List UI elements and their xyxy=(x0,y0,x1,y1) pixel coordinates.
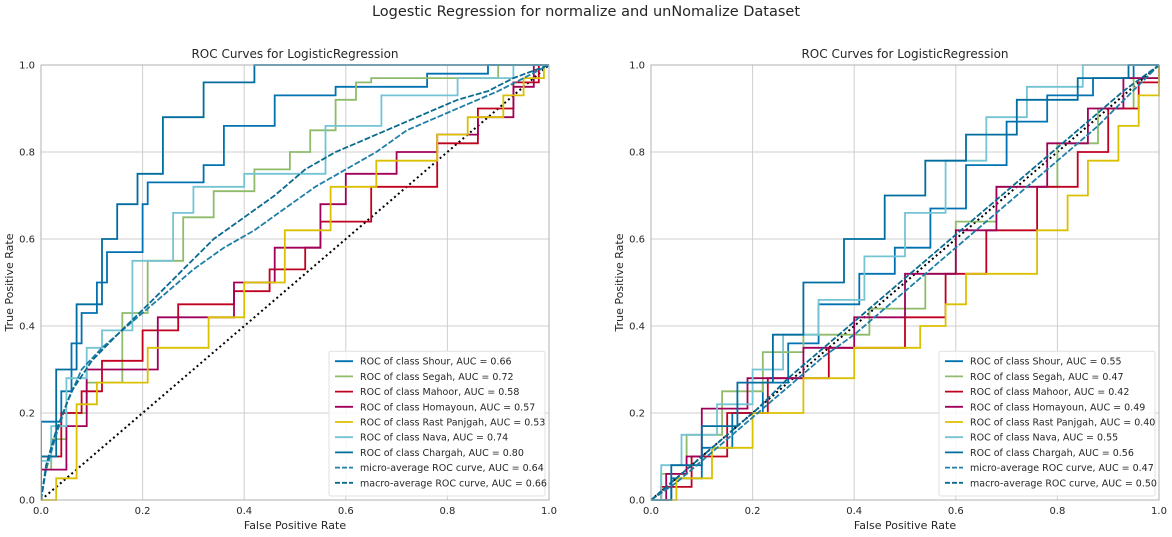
plot-frame xyxy=(40,64,550,501)
legend-entry-label: ROC of class Shour, AUC = 0.55 xyxy=(970,357,1122,368)
legend-box xyxy=(938,350,1156,497)
legend: ROC of class Shour, AUC = 0.55 ROC of cla… xyxy=(938,350,1157,497)
legend-entry-label: ROC of class Homayoun, AUC = 0.57 xyxy=(360,402,535,413)
x-tick-label: 0.2 xyxy=(135,506,151,517)
x-tick-label: 1.0 xyxy=(541,506,557,517)
y-tick-label: 0.6 xyxy=(19,235,35,246)
legend-entry-label: macro-average ROC curve, AUC = 0.50 xyxy=(970,478,1157,489)
y-tick-label: 0.2 xyxy=(629,409,645,420)
legend-entry-label: ROC of class Rast Panjgah, AUC = 0.40 xyxy=(970,418,1155,429)
chance-diagonal-line xyxy=(650,64,1160,501)
chance-diagonal-line xyxy=(40,64,550,501)
figure-title: Logestic Regression for normalize and un… xyxy=(371,4,801,20)
legend-entry-label: ROC of class Homayoun, AUC = 0.49 xyxy=(970,402,1145,413)
roc-series-line xyxy=(41,64,550,501)
x-tick-label: 1.0 xyxy=(1151,506,1167,517)
legend-entry-label: ROC of class Chargah, AUC = 0.56 xyxy=(970,448,1134,459)
legend-box xyxy=(328,350,546,497)
y-axis-label: True Positive Rate xyxy=(613,233,626,332)
panel-title: ROC Curves for LogisticRegression xyxy=(191,47,398,61)
roc-series-line xyxy=(651,64,1160,501)
y-tick-label: 0.6 xyxy=(629,235,645,246)
chart-panel-2: 0.0 0.2 0.4 0.6 0.8 1.0 0.0 0.2 0.4 0.6 0.8 1.0 ROC … xyxy=(613,47,1167,532)
y-tick-label: 1.0 xyxy=(629,61,645,72)
legend: ROC of class Shour, AUC = 0.66 ROC of cla… xyxy=(328,350,547,497)
panel-title: ROC Curves for LogisticRegression xyxy=(801,47,1008,61)
legend-entry-label: micro-average ROC curve, AUC = 0.47 xyxy=(970,463,1154,474)
x-axis-label: False Positive Rate xyxy=(244,519,346,532)
legend-entry-label: macro-average ROC curve, AUC = 0.66 xyxy=(360,478,547,489)
roc-series-line xyxy=(41,64,549,501)
legend-entry-label: ROC of class Mahoor, AUC = 0.42 xyxy=(970,387,1129,398)
roc-series-line xyxy=(41,64,549,500)
chart-panel-1: 0.0 0.2 0.4 0.6 0.8 1.0 0.0 0.2 0.4 0.6 0.8 1.0 ROC … xyxy=(3,47,557,532)
roc-series-line xyxy=(651,65,1160,501)
roc-series-line xyxy=(41,64,549,500)
y-axis-label: True Positive Rate xyxy=(3,233,16,332)
roc-series-line xyxy=(41,64,550,501)
legend-entry-label: ROC of class Shour, AUC = 0.66 xyxy=(360,357,512,368)
roc-series-line xyxy=(651,65,1160,501)
x-tick-label: 0.4 xyxy=(846,506,862,517)
x-tick-label: 0.6 xyxy=(948,506,964,517)
roc-series-line xyxy=(651,64,1160,501)
legend-entry-label: ROC of class Rast Panjgah, AUC = 0.53 xyxy=(360,418,545,429)
x-tick-label: 0.2 xyxy=(745,506,761,517)
y-tick-label: 0.2 xyxy=(19,409,35,420)
x-tick-label: 0.8 xyxy=(1049,506,1065,517)
y-tick-label: 0.0 xyxy=(19,496,35,507)
legend-entry-label: ROC of class Segah, AUC = 0.72 xyxy=(360,372,514,383)
roc-series-line xyxy=(41,64,549,500)
x-tick-label: 0.6 xyxy=(338,506,354,517)
legend-entry-label: ROC of class Nava, AUC = 0.74 xyxy=(360,433,508,444)
roc-series-line xyxy=(651,64,1159,501)
legend-entry-label: ROC of class Chargah, AUC = 0.80 xyxy=(360,448,524,459)
legend-entry-label: ROC of class Segah, AUC = 0.47 xyxy=(970,372,1124,383)
y-tick-label: 1.0 xyxy=(19,61,35,72)
y-tick-label: 0.8 xyxy=(629,148,645,159)
x-tick-label: 0.4 xyxy=(236,506,252,517)
y-tick-label: 0.0 xyxy=(629,496,645,507)
legend-entry-label: ROC of class Nava, AUC = 0.55 xyxy=(970,433,1118,444)
x-tick-label: 0.0 xyxy=(33,506,49,517)
x-tick-label: 0.0 xyxy=(643,506,659,517)
legend-entry-label: ROC of class Mahoor, AUC = 0.58 xyxy=(360,387,519,398)
y-tick-label: 0.4 xyxy=(19,322,35,333)
y-tick-label: 0.4 xyxy=(629,322,645,333)
roc-series-line xyxy=(41,64,549,500)
x-axis-label: False Positive Rate xyxy=(854,519,956,532)
legend-entry-label: micro-average ROC curve, AUC = 0.64 xyxy=(360,463,544,474)
plot-frame xyxy=(650,64,1160,501)
x-tick-label: 0.8 xyxy=(439,506,455,517)
y-tick-label: 0.8 xyxy=(19,148,35,159)
roc-series-line xyxy=(651,64,1159,501)
